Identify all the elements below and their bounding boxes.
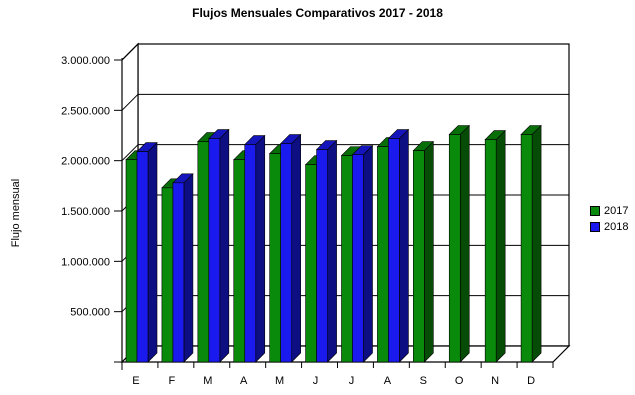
- legend-item-2017: 2017: [590, 203, 628, 219]
- bar-2017: [269, 153, 281, 363]
- bar-2017: [341, 155, 353, 363]
- legend-label-2018: 2018: [604, 221, 629, 233]
- x-tick-label: D: [527, 375, 535, 387]
- bar-2017: [161, 187, 174, 363]
- y-tick-label: 500.000: [70, 307, 110, 319]
- bar-2018: [244, 144, 257, 363]
- x-tick-label: E: [132, 375, 139, 387]
- bar-2018-side: [363, 144, 373, 363]
- bar-2018-side: [255, 134, 266, 363]
- bar-2017: [484, 139, 497, 363]
- bar-2018: [352, 154, 364, 363]
- x-tick-label: S: [420, 375, 427, 387]
- y-tick-label: 3.000.000: [61, 55, 110, 67]
- x-tick-label: N: [491, 375, 499, 387]
- bar-2017-side: [459, 124, 470, 363]
- x-tick-label: O: [455, 375, 464, 387]
- gridline-side: [121, 43, 139, 61]
- x-tick-label: F: [169, 375, 176, 387]
- x-tick-label: M: [275, 375, 284, 387]
- bar-2017: [125, 159, 138, 363]
- bar-2017: [197, 141, 210, 363]
- bar-2017: [377, 146, 389, 363]
- bar-2017: [233, 159, 246, 363]
- bar-2018: [208, 138, 221, 363]
- y-tick-label: 1.500.000: [61, 206, 110, 218]
- chart-title: Flujos Mensuales Comparativos 2017 - 201…: [192, 6, 443, 20]
- bar-2018-side: [147, 141, 158, 363]
- bar-2017: [305, 164, 317, 363]
- legend-item-2018: 2018: [590, 219, 628, 235]
- legend-label-2017: 2017: [604, 205, 629, 217]
- bar-2018: [172, 182, 185, 363]
- bar-2018: [316, 149, 328, 363]
- x-tick-label: M: [203, 375, 212, 387]
- bar-2017: [413, 150, 425, 363]
- bar-2018: [388, 138, 400, 363]
- x-tick-label: J: [349, 375, 355, 387]
- y-tick-label: 1.000.000: [61, 256, 110, 268]
- bar-2018: [280, 143, 292, 363]
- x-tick-label: J: [313, 375, 319, 387]
- bar-2017: [448, 134, 461, 363]
- x-tick-label: A: [384, 375, 392, 387]
- bar-2018: [136, 151, 149, 363]
- chart-legend: 2017 2018: [590, 203, 628, 235]
- legend-swatch-2018: [590, 222, 600, 232]
- bar-2017-side: [424, 140, 434, 363]
- bar-2018-side: [219, 128, 230, 363]
- bar-2018-side: [183, 173, 194, 363]
- bar-2017-side: [531, 124, 542, 363]
- gridline-side: [121, 144, 139, 162]
- bar-2018-side: [327, 139, 337, 363]
- gridline-side: [121, 93, 139, 111]
- legend-swatch-2017: [590, 206, 600, 216]
- y-tick-label: 2.000.000: [61, 156, 110, 168]
- x-tick-label: A: [240, 375, 248, 387]
- y-tick-label: 2.500.000: [61, 105, 110, 117]
- bar-2018-side: [291, 133, 301, 363]
- bar-2018-side: [399, 128, 409, 363]
- bar-2017-side: [495, 129, 506, 363]
- bar-2017: [520, 134, 533, 363]
